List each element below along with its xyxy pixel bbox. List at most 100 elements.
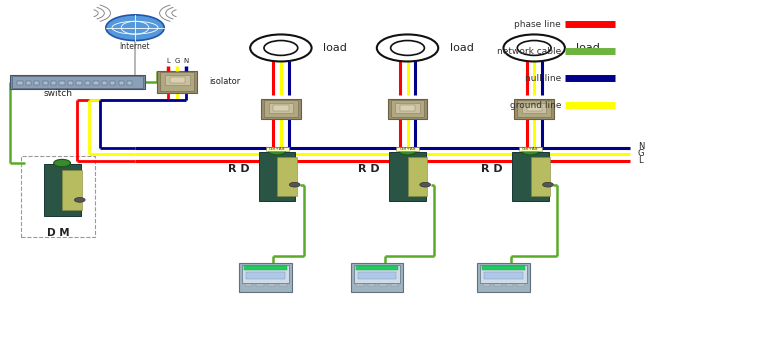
- FancyBboxPatch shape: [258, 152, 295, 201]
- FancyBboxPatch shape: [400, 105, 415, 111]
- FancyBboxPatch shape: [391, 100, 424, 117]
- FancyBboxPatch shape: [161, 73, 194, 91]
- Text: Ctrl+Alt: Ctrl+Alt: [522, 146, 538, 151]
- Text: G: G: [175, 58, 180, 64]
- FancyBboxPatch shape: [268, 284, 275, 286]
- Text: G: G: [638, 149, 644, 158]
- FancyBboxPatch shape: [12, 76, 143, 88]
- FancyBboxPatch shape: [356, 284, 364, 286]
- FancyBboxPatch shape: [17, 81, 22, 85]
- FancyBboxPatch shape: [268, 103, 293, 113]
- FancyBboxPatch shape: [379, 284, 387, 286]
- FancyBboxPatch shape: [25, 81, 31, 85]
- FancyBboxPatch shape: [62, 170, 82, 210]
- Text: R D: R D: [228, 164, 249, 175]
- Text: D M: D M: [47, 228, 69, 238]
- Text: switch: switch: [44, 89, 73, 98]
- FancyBboxPatch shape: [93, 81, 98, 85]
- Text: N: N: [184, 58, 189, 64]
- FancyBboxPatch shape: [484, 273, 523, 279]
- FancyBboxPatch shape: [482, 266, 524, 270]
- Text: load: load: [323, 43, 347, 53]
- Text: Ctrl+Alt: Ctrl+Alt: [269, 146, 285, 151]
- FancyBboxPatch shape: [278, 157, 297, 196]
- FancyBboxPatch shape: [265, 146, 288, 151]
- Circle shape: [106, 15, 165, 41]
- Circle shape: [75, 198, 85, 202]
- FancyBboxPatch shape: [59, 81, 65, 85]
- FancyBboxPatch shape: [34, 81, 39, 85]
- FancyBboxPatch shape: [279, 284, 287, 286]
- Circle shape: [522, 147, 539, 155]
- FancyBboxPatch shape: [51, 81, 56, 85]
- FancyBboxPatch shape: [242, 265, 288, 283]
- FancyBboxPatch shape: [483, 284, 491, 286]
- Text: N: N: [638, 142, 644, 151]
- FancyBboxPatch shape: [506, 284, 514, 286]
- Text: network cable: network cable: [497, 47, 561, 56]
- FancyBboxPatch shape: [245, 266, 287, 270]
- FancyBboxPatch shape: [158, 71, 197, 93]
- FancyBboxPatch shape: [127, 81, 132, 85]
- Text: L: L: [638, 156, 642, 164]
- FancyBboxPatch shape: [358, 273, 396, 279]
- FancyBboxPatch shape: [68, 81, 73, 85]
- FancyBboxPatch shape: [522, 103, 547, 113]
- Circle shape: [268, 147, 285, 155]
- Text: L: L: [166, 58, 170, 64]
- FancyBboxPatch shape: [351, 263, 403, 292]
- FancyBboxPatch shape: [110, 81, 115, 85]
- FancyBboxPatch shape: [42, 81, 48, 85]
- Circle shape: [264, 41, 298, 55]
- FancyBboxPatch shape: [246, 273, 285, 279]
- Text: null line: null line: [524, 74, 561, 83]
- FancyBboxPatch shape: [481, 265, 527, 283]
- FancyBboxPatch shape: [494, 284, 502, 286]
- Circle shape: [391, 41, 424, 55]
- FancyBboxPatch shape: [514, 99, 554, 119]
- FancyBboxPatch shape: [44, 164, 81, 216]
- FancyBboxPatch shape: [396, 146, 419, 151]
- FancyBboxPatch shape: [408, 157, 427, 196]
- FancyBboxPatch shape: [389, 152, 426, 201]
- FancyBboxPatch shape: [261, 99, 301, 119]
- Text: R D: R D: [481, 164, 503, 175]
- Text: Internet: Internet: [120, 42, 150, 51]
- FancyBboxPatch shape: [388, 99, 428, 119]
- Circle shape: [54, 159, 71, 167]
- FancyBboxPatch shape: [10, 75, 145, 89]
- FancyBboxPatch shape: [76, 81, 82, 85]
- FancyBboxPatch shape: [531, 157, 550, 196]
- FancyBboxPatch shape: [85, 81, 90, 85]
- Bar: [22, 156, 95, 237]
- Text: R D: R D: [358, 164, 380, 175]
- FancyBboxPatch shape: [170, 77, 185, 83]
- FancyBboxPatch shape: [518, 284, 525, 286]
- Text: load: load: [450, 43, 474, 53]
- FancyBboxPatch shape: [512, 152, 549, 201]
- FancyBboxPatch shape: [478, 263, 530, 292]
- FancyBboxPatch shape: [356, 266, 398, 270]
- Circle shape: [289, 182, 300, 187]
- FancyBboxPatch shape: [354, 265, 400, 283]
- FancyBboxPatch shape: [395, 103, 420, 113]
- Circle shape: [420, 182, 431, 187]
- FancyBboxPatch shape: [256, 284, 264, 286]
- Text: ground line: ground line: [510, 101, 561, 110]
- FancyBboxPatch shape: [165, 75, 189, 85]
- FancyBboxPatch shape: [391, 284, 398, 286]
- FancyBboxPatch shape: [264, 100, 298, 117]
- FancyBboxPatch shape: [368, 284, 375, 286]
- FancyBboxPatch shape: [273, 105, 288, 111]
- FancyBboxPatch shape: [519, 146, 542, 151]
- Text: Ctrl+Alt: Ctrl+Alt: [399, 146, 416, 151]
- FancyBboxPatch shape: [239, 263, 291, 292]
- Circle shape: [399, 147, 416, 155]
- FancyBboxPatch shape: [518, 100, 551, 117]
- FancyBboxPatch shape: [527, 105, 542, 111]
- Circle shape: [518, 41, 551, 55]
- Text: load: load: [577, 43, 601, 53]
- Text: phase line: phase line: [514, 20, 561, 29]
- FancyBboxPatch shape: [118, 81, 124, 85]
- FancyBboxPatch shape: [245, 284, 252, 286]
